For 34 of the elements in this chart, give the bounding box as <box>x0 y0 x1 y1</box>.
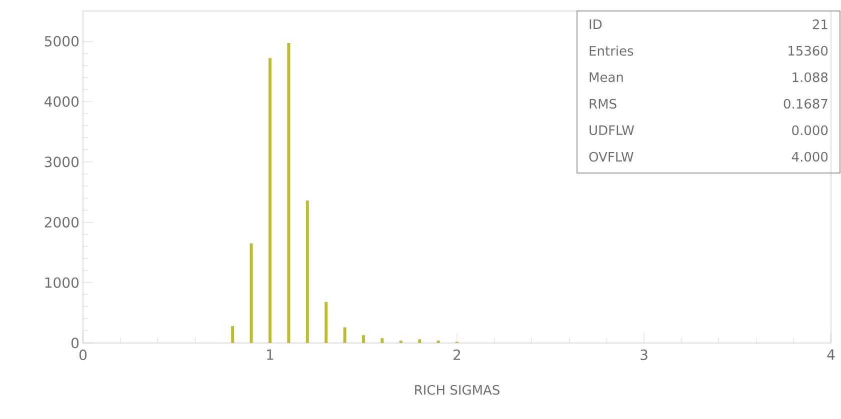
x-tick-label: 0 <box>79 350 87 360</box>
bar <box>324 302 328 343</box>
bar <box>343 327 346 343</box>
y-tick-label: 3000 <box>44 156 79 168</box>
bar <box>418 339 422 343</box>
annotation: 0.000 <box>792 125 828 136</box>
bar <box>362 335 365 343</box>
bar <box>250 243 253 343</box>
y-tick-label: 1000 <box>45 277 79 288</box>
annotation: 15360 <box>788 46 828 56</box>
bar <box>380 338 384 343</box>
annotation: OVFLW <box>589 152 634 162</box>
y-tick-label: 2000 <box>44 216 79 228</box>
x-tick-label: 2 <box>454 350 460 360</box>
annotation: 4.000 <box>792 152 828 162</box>
annotation: 21 <box>812 19 828 30</box>
x-axis-title: RICH SIGMAS <box>415 384 500 395</box>
x-tick-label: 3 <box>640 350 648 360</box>
annotation: Mean <box>590 72 623 82</box>
bar <box>231 326 234 343</box>
annotation: ID <box>590 20 602 29</box>
bar <box>306 200 309 343</box>
annotation: 0.1687 <box>784 98 828 109</box>
bar <box>268 58 272 343</box>
annotation: RMS <box>590 98 616 109</box>
annotation: UDFLW <box>590 125 634 136</box>
annotation: Entries <box>590 46 634 56</box>
y-tick-label: 4000 <box>44 96 79 107</box>
x-tick-label: 4 <box>827 350 835 360</box>
y-tick-label: 5000 <box>44 36 79 46</box>
x-tick-label: 1 <box>267 350 274 360</box>
bar <box>287 42 290 343</box>
annotation: 1.088 <box>792 72 828 82</box>
y-tick-label: 0 <box>71 338 79 348</box>
